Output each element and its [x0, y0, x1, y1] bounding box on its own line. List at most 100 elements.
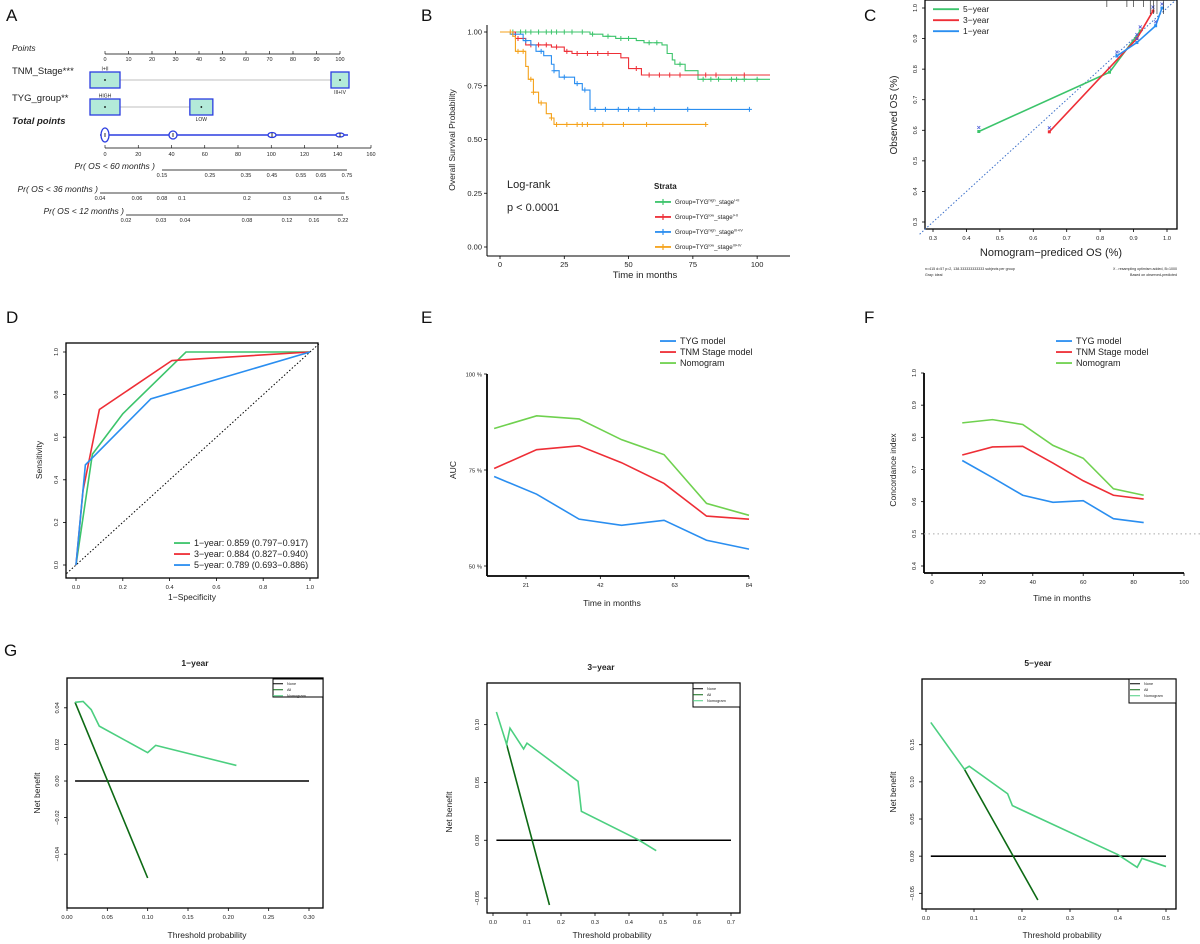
- total-tick-label: 80: [235, 152, 241, 158]
- x-tick-label: 0.2: [119, 585, 127, 591]
- censor-mark: [708, 76, 714, 82]
- legend-label: All: [707, 693, 711, 697]
- y-tick-label: 100 %: [466, 373, 482, 379]
- censor-mark: [543, 29, 549, 35]
- x-tick-label: 0.3: [591, 920, 599, 926]
- probability-tick-label: 0.12: [282, 218, 293, 224]
- censor-mark: [741, 72, 747, 78]
- x-tick-label: 0.8: [259, 585, 267, 591]
- y-tick-label: 0.00: [910, 851, 916, 862]
- y-tick-label: 1.0: [913, 4, 919, 12]
- footnote-text: n=415 d=57 p=2, 138.333333333333 subject…: [925, 267, 1015, 271]
- series-line: [962, 445, 1144, 500]
- censor-mark: [528, 76, 534, 82]
- censor-mark: [515, 35, 521, 41]
- panel-label-b: B: [421, 6, 432, 25]
- y-tick-label: 0.6: [913, 126, 919, 134]
- censor-mark: [579, 121, 585, 127]
- censor-mark: [605, 51, 611, 56]
- x-tick-label: 0.10: [142, 915, 153, 921]
- series-line: [500, 31, 770, 80]
- legend-label: Group=TYGhigh_stageI+II: [675, 199, 739, 207]
- variable-label: TNM_Stage***: [12, 66, 74, 77]
- legend-label: 5−year: [963, 4, 989, 14]
- y-tick-label: 0.05: [910, 813, 916, 824]
- x-tick-label: 0.05: [102, 915, 113, 921]
- y-tick-label: 1.0: [912, 369, 918, 377]
- total-tick-label: 160: [366, 152, 375, 158]
- series-line: [963, 768, 1039, 901]
- series-line: [962, 418, 1144, 497]
- footnote-text: Based on observed-predicted: [1130, 273, 1177, 277]
- y-tick-label: 75 %: [469, 469, 482, 475]
- series-0: [493, 475, 750, 550]
- x-axis-label: Threshold probability: [1023, 930, 1103, 940]
- legend-label-superscript: high: [709, 229, 716, 233]
- y-axis-label: Overall Survival Probability: [447, 88, 457, 190]
- censor-mark: [746, 106, 752, 112]
- variable-label: TYG_group**: [12, 93, 69, 104]
- y-tick-label: 0.4: [912, 561, 918, 570]
- legend-label: Group=TYGlow_stageIII+IV: [675, 244, 742, 252]
- calibration-point: [1154, 24, 1158, 28]
- points-tick-label: 80: [290, 57, 296, 63]
- total-tick-label: 100: [267, 152, 276, 158]
- total-tick-label: 120: [300, 152, 309, 158]
- x-tick-label: 1.0: [306, 585, 314, 591]
- level-dot: [200, 106, 203, 108]
- probability-axis-label: Pr( OS < 36 months ): [17, 184, 98, 194]
- legend-item: None: [273, 682, 296, 686]
- legend-label-part: _stage: [715, 199, 735, 206]
- legend-label: All: [1144, 688, 1148, 692]
- legend-item: None: [1130, 682, 1153, 686]
- y-tick-label: 0.7: [913, 96, 919, 104]
- points-label: Points: [12, 43, 36, 53]
- probability-tick-label: 0.08: [157, 196, 168, 202]
- legend-item: All: [1130, 688, 1148, 692]
- censor-mark: [615, 106, 621, 112]
- censor-mark: [507, 29, 513, 35]
- points-tick-label: 20: [149, 57, 155, 63]
- censor-mark: [700, 76, 706, 82]
- legend-label-part: _stage: [713, 244, 733, 251]
- total-tick-label: 140: [333, 152, 342, 158]
- points-tick-label: 60: [243, 57, 249, 63]
- series-3: [500, 29, 709, 127]
- legend-item: Nomogram: [693, 699, 726, 703]
- censor-mark: [728, 76, 734, 82]
- y-tick-label: 1.0: [54, 348, 60, 356]
- probability-tick-label: 0.35: [241, 173, 252, 179]
- censor-mark: [515, 48, 521, 54]
- legend-label: Nomogram: [1144, 694, 1163, 698]
- y-axis-label: Net benefit: [32, 772, 42, 814]
- x-tick-label: 25: [560, 260, 568, 269]
- y-tick-label: 0.00: [55, 775, 61, 786]
- plot-frame: [486, 682, 741, 914]
- probability-tick-label: 0.22: [338, 218, 349, 224]
- x-tick-label: 100: [751, 260, 764, 269]
- plot-frame: [65, 342, 319, 579]
- y-tick-label: 0.04: [55, 701, 61, 713]
- x-tick-label: 21: [523, 583, 529, 589]
- series-0: [977, 25, 1143, 134]
- censor-mark: [538, 100, 544, 106]
- series-line: [495, 711, 657, 852]
- legend-item: All: [693, 693, 711, 697]
- y-axis-label: AUC: [448, 461, 458, 479]
- legend-label: None: [287, 682, 296, 686]
- series-1: [1047, 5, 1155, 134]
- y-tick-label: 0.4: [54, 475, 60, 484]
- probability-tick-label: 0.75: [342, 173, 353, 179]
- legend-label-superscript: I+II: [733, 214, 738, 218]
- legend-label: Group=TYGlow_stageI+II: [675, 214, 738, 222]
- y-tick-label: 0.15: [910, 739, 916, 750]
- y-tick-label: 1.00: [467, 28, 482, 37]
- reference-diagonal-line: [66, 343, 320, 574]
- legend-label: 5−year: 0.789 (0.693−0.886): [194, 560, 308, 570]
- y-tick-label: 0.9: [913, 35, 919, 43]
- reference-diagonal-line: [919, 0, 1177, 235]
- legend-label: Nomogram: [680, 358, 725, 368]
- x-axis-label: Time in months: [613, 270, 678, 281]
- series-line: [1116, 7, 1163, 57]
- x-tick-label: 40: [1030, 580, 1036, 586]
